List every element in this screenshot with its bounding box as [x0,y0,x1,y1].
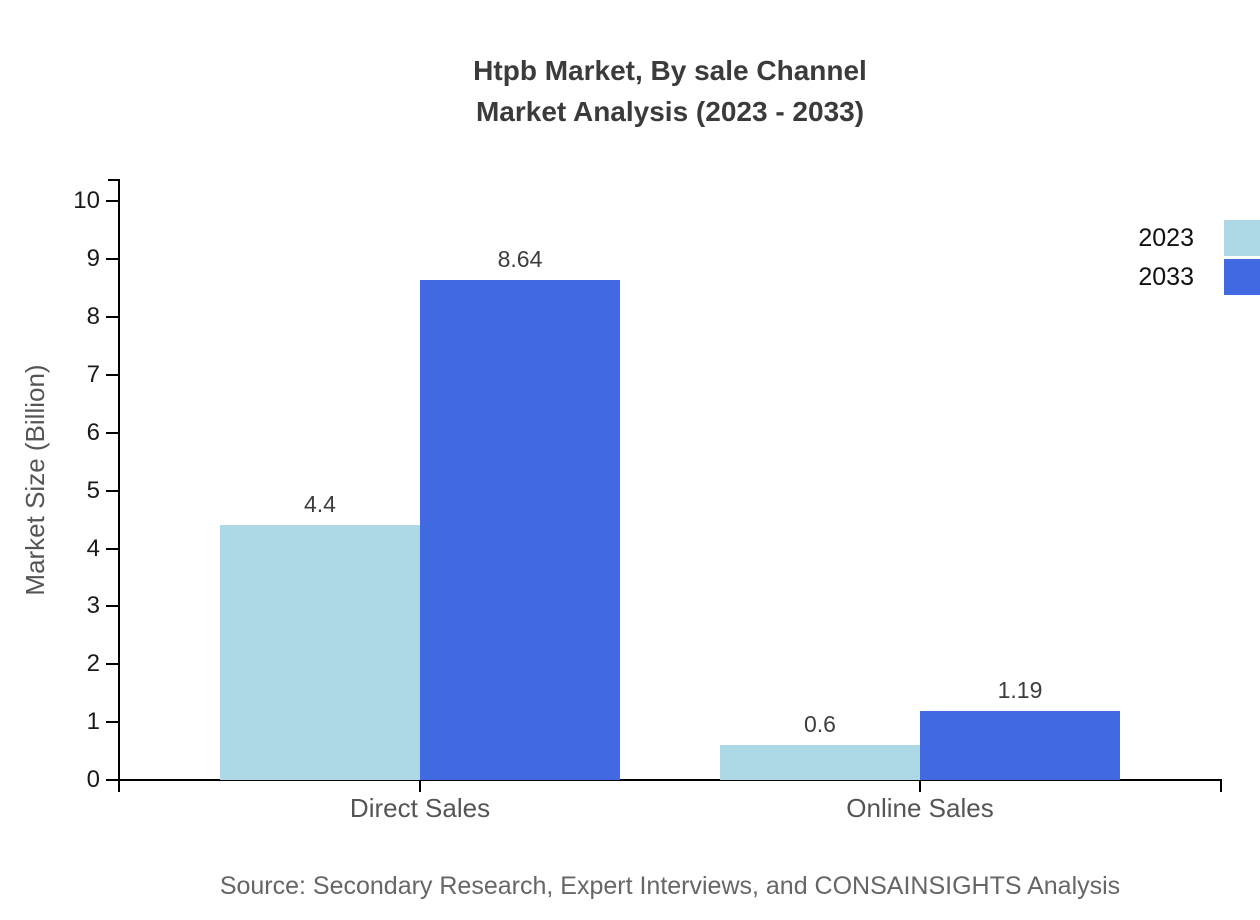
y-tick-mark [106,258,120,261]
y-tick-mark [106,779,120,781]
x-tick-mark [419,779,421,792]
x-category-label: Direct Sales [349,793,491,823]
y-tick-label: 1 [86,708,100,736]
x-axis-outer-tick-right [1220,779,1222,792]
legend-item-2023: 2023 [1138,220,1260,256]
y-tick-label: 9 [86,245,100,273]
x-axis-outer-tick-left [118,779,120,792]
y-axis-outer-tick [108,179,120,181]
y-tick-label: 8 [86,303,100,331]
y-tick-mark [106,200,120,203]
value-label: 0.6 [804,711,836,738]
y-tick-label: 2 [86,650,100,678]
y-tick-label: 10 [73,187,100,215]
y-tick-mark [106,373,120,376]
bar-2033-direct-sales [420,280,620,780]
y-tick-label: 6 [86,418,100,446]
y-tick-label: 7 [86,360,100,388]
value-label: 1.19 [997,677,1043,704]
y-tick-mark [106,605,120,608]
value-label: 8.64 [497,246,543,273]
x-axis-line [118,779,1222,781]
y-tick-label: 5 [86,476,100,504]
legend-swatch [1224,259,1260,295]
chart-title-line1: Htpb Market, By sale Channel [473,55,867,86]
y-tick-mark [106,663,120,666]
y-tick-mark [106,431,120,434]
legend-item-2033: 2033 [1138,259,1260,295]
value-label: 4.4 [304,491,336,518]
y-tick-mark [106,489,120,492]
source-note: Source: Secondary Research, Expert Inter… [219,872,1121,900]
legend-label: 2033 [1138,263,1194,291]
y-tick-label: 0 [86,766,100,793]
bar-2023-direct-sales [220,525,420,780]
chart-title-line2: Market Analysis (2023 - 2033) [475,96,865,127]
bar-2033-online-sales [920,711,1120,780]
chart-title: Htpb Market, By sale Channel Market Anal… [120,50,1220,132]
y-tick-mark [106,316,120,319]
x-tick-mark [919,779,921,792]
y-tick-label: 4 [86,534,100,562]
y-tick-mark [106,721,120,724]
legend-swatch [1224,220,1260,256]
y-tick-label: 3 [86,592,100,620]
bar-2023-online-sales [720,745,920,780]
y-tick-mark [106,547,120,550]
x-category-label: Online Sales [846,793,994,823]
legend: 2023 2033 [1138,220,1260,295]
y-axis-line [118,180,120,780]
legend-label: 2023 [1138,224,1194,252]
